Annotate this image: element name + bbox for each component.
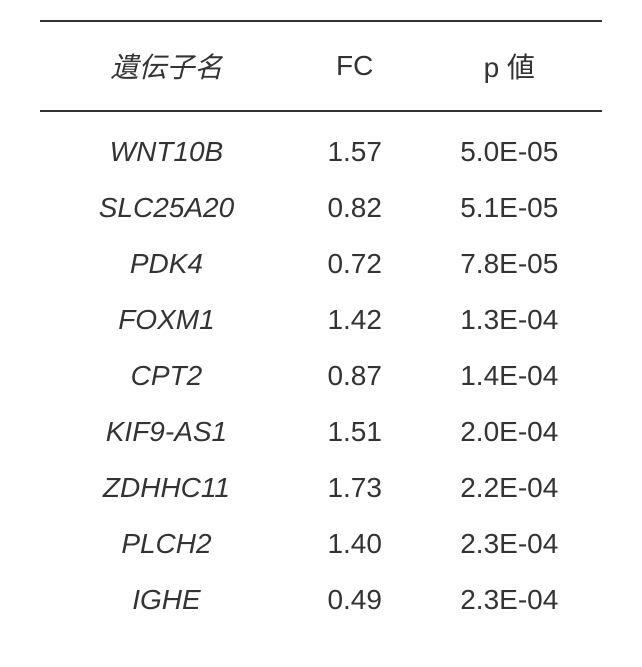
cell-fc: 1.40	[293, 516, 417, 572]
cell-p: 1.4E-04	[417, 348, 602, 404]
cell-fc: 1.73	[293, 460, 417, 516]
gene-table: 遺伝子名 FC p 値 WNT10B 1.57 5.0E-05 SLC25A20…	[40, 20, 602, 628]
cell-p: 5.0E-05	[417, 111, 602, 180]
table-header-row: 遺伝子名 FC p 値	[40, 21, 602, 111]
cell-gene: PLCH2	[40, 516, 293, 572]
cell-gene: PDK4	[40, 236, 293, 292]
cell-gene: CPT2	[40, 348, 293, 404]
cell-gene: SLC25A20	[40, 180, 293, 236]
header-fc: FC	[293, 21, 417, 111]
cell-gene: ZDHHC11	[40, 460, 293, 516]
table-row: PLCH2 1.40 2.3E-04	[40, 516, 602, 572]
cell-p: 5.1E-05	[417, 180, 602, 236]
cell-p: 2.2E-04	[417, 460, 602, 516]
table-row: WNT10B 1.57 5.0E-05	[40, 111, 602, 180]
cell-fc: 1.57	[293, 111, 417, 180]
cell-p: 1.3E-04	[417, 292, 602, 348]
table-body: WNT10B 1.57 5.0E-05 SLC25A20 0.82 5.1E-0…	[40, 111, 602, 628]
cell-fc: 1.51	[293, 404, 417, 460]
table-row: PDK4 0.72 7.8E-05	[40, 236, 602, 292]
cell-fc: 0.87	[293, 348, 417, 404]
cell-p: 2.3E-04	[417, 516, 602, 572]
cell-fc: 1.42	[293, 292, 417, 348]
table-row: FOXM1 1.42 1.3E-04	[40, 292, 602, 348]
cell-gene: IGHE	[40, 572, 293, 628]
cell-fc: 0.49	[293, 572, 417, 628]
table-row: CPT2 0.87 1.4E-04	[40, 348, 602, 404]
cell-gene: KIF9-AS1	[40, 404, 293, 460]
cell-p: 7.8E-05	[417, 236, 602, 292]
table-row: IGHE 0.49 2.3E-04	[40, 572, 602, 628]
table-row: SLC25A20 0.82 5.1E-05	[40, 180, 602, 236]
table-row: ZDHHC11 1.73 2.2E-04	[40, 460, 602, 516]
cell-fc: 0.82	[293, 180, 417, 236]
header-p: p 値	[417, 21, 602, 111]
table-row: KIF9-AS1 1.51 2.0E-04	[40, 404, 602, 460]
cell-gene: WNT10B	[40, 111, 293, 180]
cell-gene: FOXM1	[40, 292, 293, 348]
cell-fc: 0.72	[293, 236, 417, 292]
cell-p: 2.3E-04	[417, 572, 602, 628]
header-gene: 遺伝子名	[40, 21, 293, 111]
cell-p: 2.0E-04	[417, 404, 602, 460]
